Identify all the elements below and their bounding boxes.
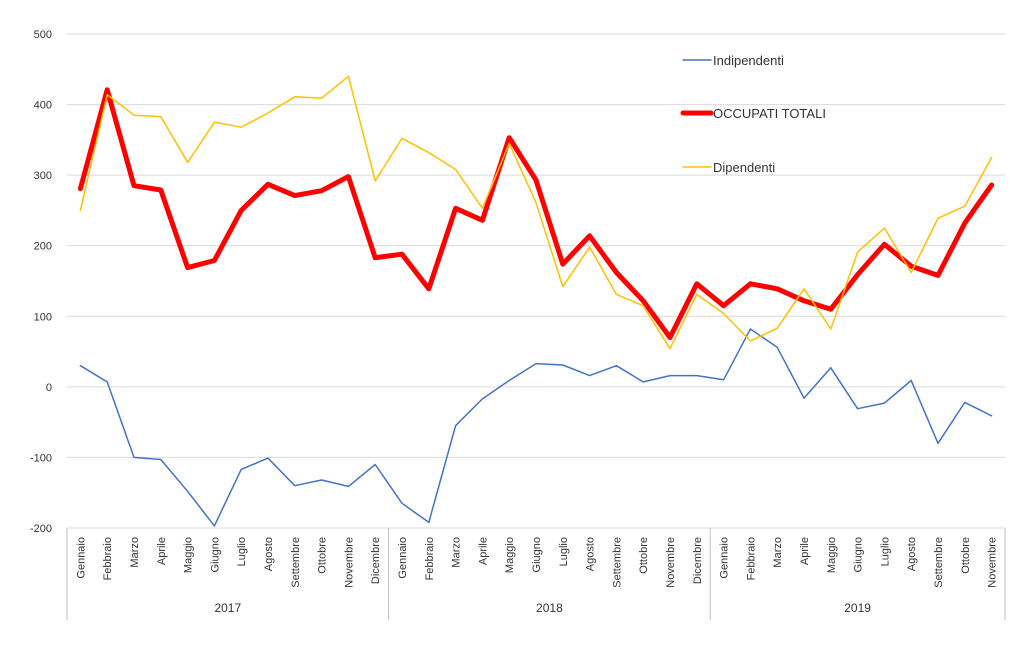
y-tick-label: 300 <box>34 170 52 182</box>
x-tick-label: Giugno <box>209 537 221 572</box>
x-tick-label: Marzo <box>772 537 784 568</box>
x-tick-label: Luglio <box>236 537 248 566</box>
x-tick-label: Aprile <box>156 537 168 565</box>
x-tick-label: Giugno <box>853 537 865 572</box>
legend-label: Dipendenti <box>713 160 775 175</box>
x-tick-label: Novembre <box>987 537 999 588</box>
y-tick-label: 500 <box>34 29 52 41</box>
x-tick-label: Ottobre <box>638 537 650 574</box>
x-tick-label: Marzo <box>129 537 141 568</box>
x-tick-label: Febbraio <box>424 537 436 580</box>
x-tick-label: Giugno <box>531 537 543 572</box>
gridlines <box>67 33 1005 529</box>
x-tick-label: Febbraio <box>102 537 114 580</box>
x-axis: Gennaio Febbraio Marzo Aprile Maggio Giugno Lu… <box>66 528 1006 620</box>
legend-label: OCCUPATI TOTALI <box>713 106 826 121</box>
series-lines <box>77 75 995 527</box>
x-tick-label: Maggio <box>183 537 195 573</box>
year-label: 2018 <box>536 601 563 615</box>
x-tick-label: Marzo <box>451 537 463 568</box>
year-label: 2017 <box>214 601 241 615</box>
series-line-dipendenti <box>79 75 993 350</box>
y-axis: 500 400 300 200 100 0 -100 -200 <box>30 29 52 535</box>
legend-label: Indipendenti <box>713 53 784 68</box>
x-tick-label: Ottobre <box>960 537 972 574</box>
y-tick-label: -100 <box>30 452 52 464</box>
x-tick-label: Agosto <box>585 537 597 571</box>
x-tick-label: Agosto <box>906 537 918 571</box>
year-label: 2019 <box>844 601 871 615</box>
x-tick-label: Gennaio <box>719 537 731 579</box>
x-tick-label: Settembre <box>933 537 945 588</box>
x-tick-label: Maggio <box>826 537 838 573</box>
x-tick-label: Aprile <box>477 537 489 565</box>
series-line-occupati-totali <box>77 87 995 340</box>
x-tick-label: Gennaio <box>397 537 409 579</box>
y-tick-label: 100 <box>34 311 52 323</box>
x-tick-label: Settembre <box>611 537 623 588</box>
y-tick-label: -200 <box>30 523 52 535</box>
y-tick-label: 0 <box>46 382 52 394</box>
y-tick-label: 200 <box>34 241 52 253</box>
x-tick-label: Ottobre <box>317 537 329 574</box>
x-tick-label: Dicembre <box>692 537 704 584</box>
x-tick-label: Dicembre <box>370 537 382 584</box>
x-tick-label: Aprile <box>799 537 811 565</box>
legend: Indipendenti OCCUPATI TOTALI Dipendenti <box>680 53 826 175</box>
x-tick-label: Novembre <box>343 537 355 588</box>
x-tick-label: Luglio <box>879 537 891 566</box>
x-tick-label: Agosto <box>263 537 275 571</box>
y-tick-label: 400 <box>34 100 52 112</box>
x-tick-label: Febbraio <box>745 537 757 580</box>
x-tick-label: Maggio <box>504 537 516 573</box>
x-tick-label: Gennaio <box>75 537 87 579</box>
x-tick-label: Novembre <box>665 537 677 588</box>
x-tick-label: Settembre <box>290 537 302 588</box>
series-line-indipendenti <box>79 328 993 527</box>
x-tick-label: Luglio <box>558 537 570 566</box>
